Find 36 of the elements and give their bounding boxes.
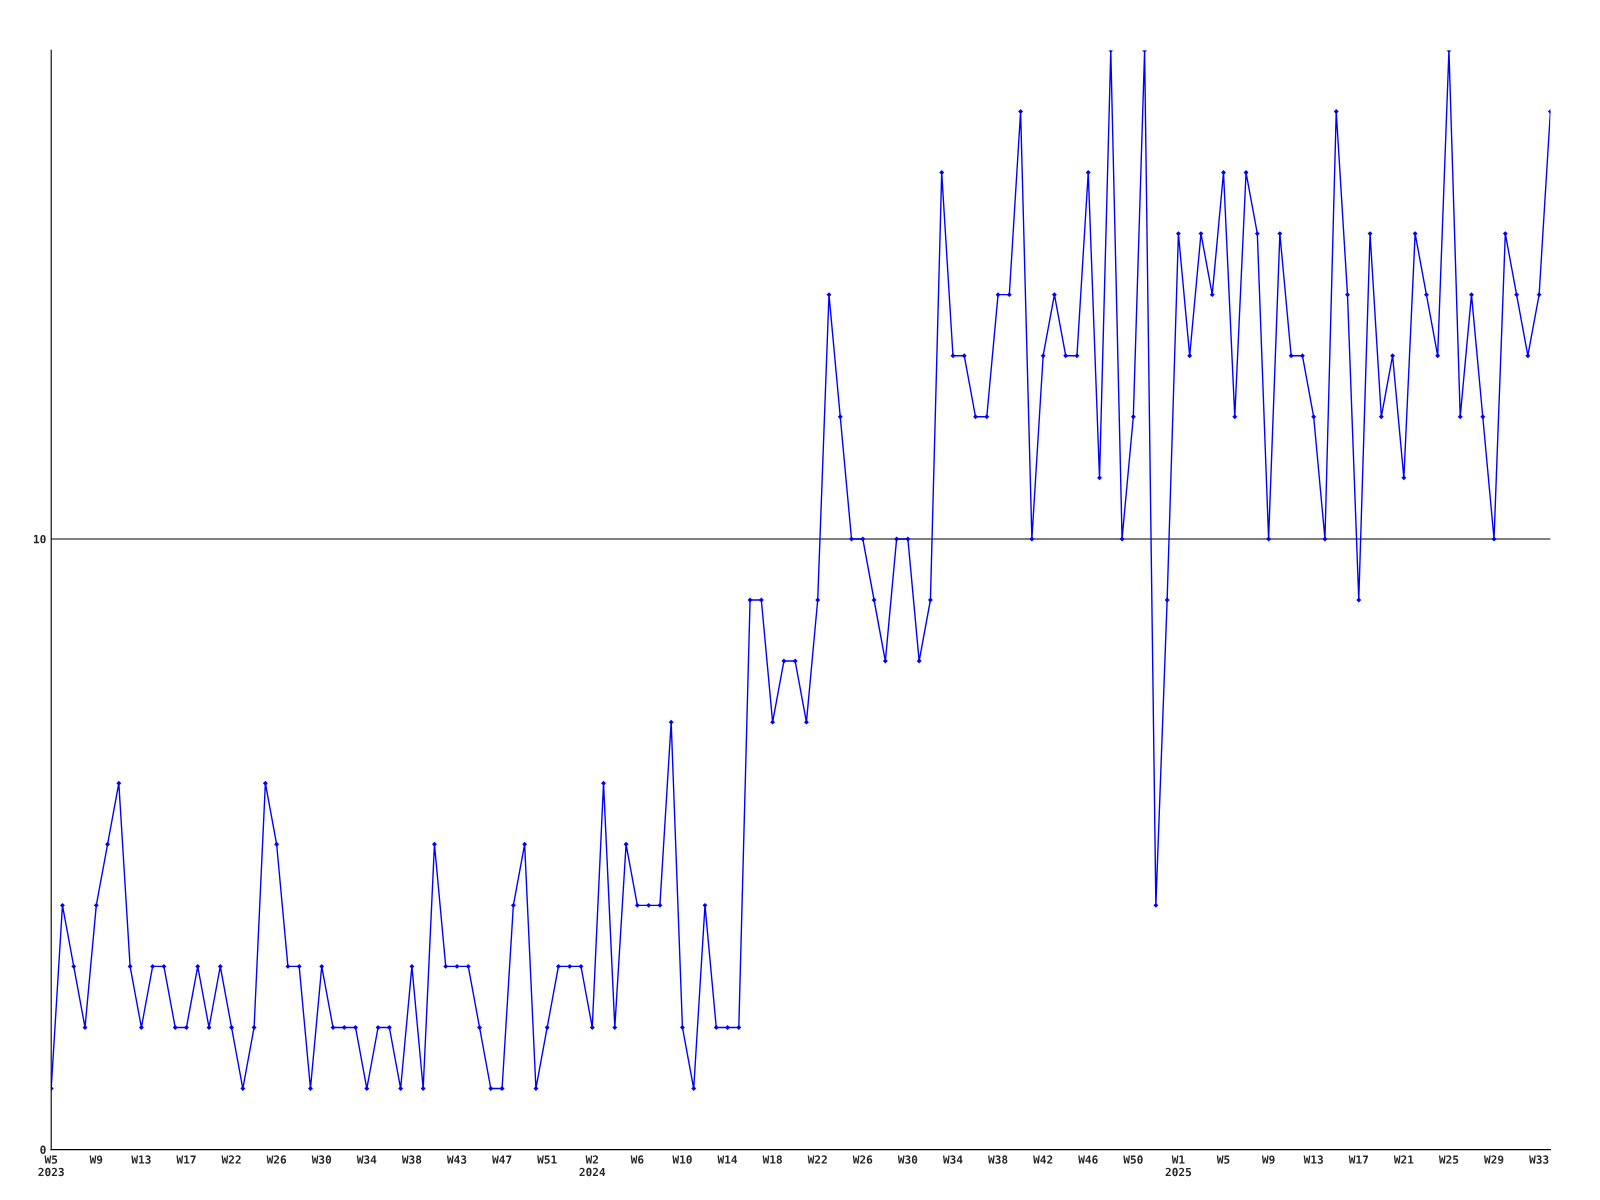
x-tick-label: W9	[89, 1155, 103, 1164]
x-tick-label: W26	[852, 1155, 873, 1164]
x-tick-label: W47	[492, 1155, 512, 1164]
x-tick-label: W38	[988, 1155, 1008, 1164]
y-tick-label: 10	[33, 534, 46, 544]
x-tick-label: W13	[1303, 1155, 1323, 1164]
x-tick-label: W14	[717, 1155, 738, 1164]
x-tick-label: W22	[221, 1155, 241, 1164]
y-tick-label: 0	[40, 1145, 46, 1154]
x-tick-label: W10	[672, 1155, 692, 1164]
x-tick-label: W43	[446, 1155, 467, 1164]
x-tick-label: W25	[1438, 1155, 1459, 1164]
x-tick-label: W30	[897, 1155, 918, 1164]
x-tick-label: W34	[942, 1155, 963, 1164]
x-tick-label: W38	[401, 1155, 422, 1164]
x-tick-label: W5	[1216, 1155, 1230, 1164]
x-tick-label: W29	[1484, 1155, 1504, 1164]
x-tick-label: W22	[807, 1155, 827, 1164]
x-tick-label: W42	[1033, 1155, 1053, 1164]
x-tick-label: W1 2025	[1165, 1155, 1192, 1177]
x-tick-label: W50	[1123, 1155, 1143, 1164]
x-tick-label: W30	[311, 1155, 332, 1164]
x-tick-label: W17	[176, 1155, 196, 1164]
x-tick-label: W17	[1348, 1155, 1368, 1164]
x-tick-label: W26	[266, 1155, 287, 1164]
x-tick-label: W6	[630, 1155, 644, 1164]
x-tick-label: W2 2024	[579, 1155, 606, 1177]
x-tick-label: W9	[1261, 1155, 1275, 1164]
x-tick-label: W46	[1078, 1155, 1098, 1164]
x-tick-label: W34	[356, 1155, 377, 1164]
x-tick-label: W51	[537, 1155, 557, 1164]
x-tick-label: W13	[131, 1155, 151, 1164]
x-tick-label: W33	[1529, 1155, 1549, 1164]
x-tick-label: W21	[1393, 1155, 1414, 1164]
x-tick-label: W5 2023	[38, 1155, 64, 1177]
x-tick-label: W18	[762, 1155, 782, 1164]
